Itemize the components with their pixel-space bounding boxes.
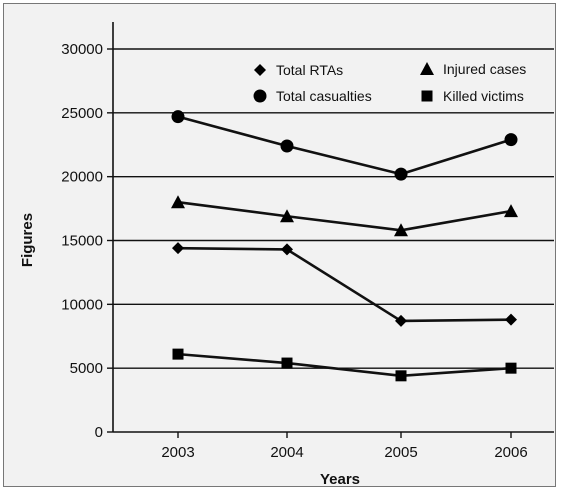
y-tick-label: 30000 xyxy=(61,41,103,58)
x-tick-label: 2006 xyxy=(494,444,527,461)
data-point-injured-cases xyxy=(171,195,185,209)
data-point-total-casualties xyxy=(171,110,185,124)
x-tick-label: 2005 xyxy=(384,444,417,461)
data-point-total-casualties xyxy=(394,167,408,181)
legend-item-total-rtas: Total RTAs xyxy=(254,62,343,78)
data-point-killed-victims xyxy=(172,348,184,360)
data-point-killed-victims xyxy=(281,357,293,369)
legend-label-injured-cases: Injured cases xyxy=(443,61,526,77)
series-total-casualties xyxy=(171,110,518,181)
y-tick-label: 20000 xyxy=(61,169,103,186)
series-killed-victims xyxy=(172,348,517,382)
x-tick-labels: 2003 2004 2005 2006 xyxy=(161,444,527,461)
data-point-total-rtas xyxy=(505,313,517,326)
x-tick-label: 2003 xyxy=(161,444,194,461)
y-tick-label: 25000 xyxy=(61,105,103,122)
y-tick-label: 15000 xyxy=(61,233,103,250)
series-line-total-rtas xyxy=(177,246,512,323)
series-injured-cases xyxy=(171,195,518,237)
legend-item-total-casualties: Total casualties xyxy=(253,88,372,104)
series-line-killed-victims xyxy=(177,352,512,378)
y-tick-label: 5000 xyxy=(70,360,103,377)
y-axis-title: Figures xyxy=(19,213,36,267)
data-point-total-rtas xyxy=(395,314,407,327)
legend-label-killed-victims: Killed victims xyxy=(443,88,524,104)
legend-marker-total-casualties xyxy=(253,89,267,103)
legend-label-total-rtas: Total RTAs xyxy=(276,62,343,78)
chart-frame xyxy=(3,3,556,487)
x-axis-title: Years xyxy=(320,471,360,488)
y-tick-label: 0 xyxy=(95,424,103,441)
data-point-injured-cases xyxy=(394,223,408,237)
legend-label-total-casualties: Total casualties xyxy=(276,88,372,104)
data-point-total-rtas xyxy=(281,243,293,256)
data-point-killed-victims xyxy=(395,370,407,382)
gridlines xyxy=(113,48,554,369)
series xyxy=(171,110,518,382)
series-total-rtas xyxy=(172,242,517,327)
x-tick-label: 2004 xyxy=(270,444,303,461)
data-point-total-casualties xyxy=(280,139,294,153)
data-point-total-rtas xyxy=(172,242,184,255)
y-tick-labels: 0 5000 10000 15000 20000 25000 30000 xyxy=(61,41,103,441)
legend: Total RTAs Total casualties Injured cases K… xyxy=(253,61,526,104)
series-line-injured-cases xyxy=(177,200,512,232)
data-point-killed-victims xyxy=(505,362,517,374)
y-tick-label: 10000 xyxy=(61,296,103,313)
legend-marker-injured-cases xyxy=(420,62,434,75)
legend-marker-killed-victims xyxy=(421,90,433,102)
legend-marker-total-rtas xyxy=(254,64,266,76)
data-point-injured-cases xyxy=(504,204,518,218)
data-point-total-casualties xyxy=(504,133,518,147)
axes xyxy=(107,22,554,438)
legend-item-killed-victims: Killed victims xyxy=(421,88,524,104)
legend-item-injured-cases: Injured cases xyxy=(420,61,526,77)
data-point-injured-cases xyxy=(280,209,294,223)
series-line-total-casualties xyxy=(177,115,512,176)
